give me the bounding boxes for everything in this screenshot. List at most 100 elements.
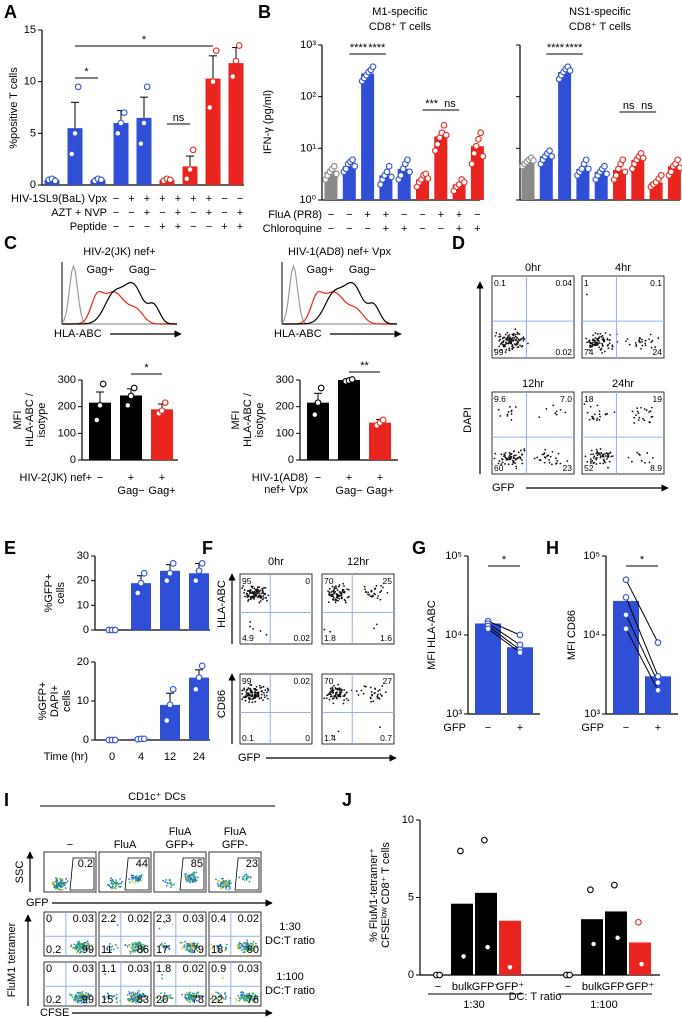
row-label: AZT + NVP [51, 207, 107, 219]
cell-dot [337, 599, 339, 602]
cell-dot [372, 594, 374, 597]
quadrant-value: 0.03 [183, 913, 204, 925]
cell-dot [654, 346, 657, 348]
cell-dot [246, 950, 248, 953]
cell-dot [651, 457, 654, 459]
cell-dot [604, 452, 606, 455]
cell-dot [264, 586, 267, 589]
cell-dot [220, 887, 223, 890]
quadrant-value: 99 [82, 944, 94, 956]
cell-dot [246, 992, 249, 995]
sig-label: **** [368, 42, 386, 54]
bar [90, 179, 106, 185]
cell-dot [637, 453, 640, 456]
cell-dot [602, 458, 605, 461]
cell-dot [215, 991, 218, 994]
row-symbol: − [221, 193, 227, 205]
data-point [74, 83, 82, 91]
cell-dot [189, 994, 192, 996]
quadrant-value: 1.1 [101, 963, 116, 975]
row-symbol: + [221, 221, 227, 233]
histogram-title: HIV-1(AD8) nef+ Vpx [288, 246, 392, 258]
data-point [183, 175, 191, 183]
quadrant-value: 0.1 [242, 733, 254, 743]
cell-dot [225, 880, 227, 882]
cell-dot [84, 993, 87, 996]
cell-dot [194, 942, 196, 945]
cell-dot [498, 345, 501, 348]
cell-dot [543, 461, 546, 464]
cell-dot [377, 595, 380, 597]
histogram-legend: Gag− [129, 264, 156, 276]
histogram-curve [282, 281, 397, 325]
y-tick-label: 300 [276, 374, 294, 386]
cell-dot [342, 695, 345, 698]
row-symbol: − [97, 472, 103, 484]
cell-dot [159, 944, 162, 947]
cell-dot [134, 949, 137, 952]
cell-dot [370, 700, 373, 703]
panel-letter: E [4, 538, 16, 558]
cell-dot [246, 939, 249, 942]
row-symbol: + [438, 209, 444, 221]
cell-dot [244, 942, 246, 945]
cell-dot [510, 419, 513, 421]
row-symbol: + [128, 193, 134, 205]
data-point [169, 560, 177, 567]
cell-dot [379, 591, 381, 594]
cell-dot [592, 456, 595, 459]
bar [558, 72, 572, 200]
cell-dot [251, 996, 253, 999]
cell-dot [243, 591, 246, 594]
cell-dot [638, 340, 641, 343]
row-symbol: + [655, 722, 661, 734]
cell-dot [163, 921, 166, 924]
quadrant-value: 0.02 [238, 913, 259, 925]
data-point [638, 960, 645, 968]
cell-dot [331, 585, 334, 588]
cell-dot [136, 945, 139, 948]
cell-dot [511, 348, 514, 350]
row-symbol: − [190, 207, 196, 219]
cell-dot [182, 944, 185, 947]
cell-dot [378, 688, 381, 691]
cell-dot [247, 697, 250, 700]
cell-dot [252, 627, 254, 630]
data-point [619, 156, 627, 164]
cell-dot [510, 410, 513, 413]
cell-dot [376, 697, 379, 700]
cell-dot [248, 999, 251, 1002]
cell-dot [78, 949, 81, 951]
cell-dot [134, 997, 137, 1000]
flow-plot [153, 911, 207, 957]
cell-dot [140, 1000, 143, 1003]
cell-dot [599, 456, 602, 459]
cell-dot [171, 923, 174, 926]
cell-dot [247, 995, 250, 997]
cell-dot [128, 881, 131, 884]
cell-dot [184, 997, 187, 999]
cell-dot [511, 459, 514, 462]
cell-dot [59, 878, 62, 880]
bar [521, 161, 535, 200]
data-point [546, 147, 553, 155]
cell-dot [258, 697, 261, 700]
cell-dot [65, 877, 68, 880]
cell-dot [508, 333, 511, 336]
cell-dot [591, 345, 593, 348]
cell-dot [240, 991, 243, 994]
cell-dot [256, 995, 259, 998]
panel-letter: G [412, 538, 426, 558]
cell-dot [136, 996, 139, 999]
cell-dot [594, 332, 597, 334]
cell-dot [88, 947, 91, 950]
cell-dot [161, 943, 164, 946]
cell-dot [504, 343, 506, 346]
cell-dot [244, 595, 246, 598]
cell-dot [216, 883, 219, 885]
cell-dot [241, 689, 244, 692]
cell-dot [135, 999, 138, 1002]
cell-dot [77, 999, 80, 1002]
data-point [470, 149, 478, 157]
cell-dot [596, 344, 599, 346]
